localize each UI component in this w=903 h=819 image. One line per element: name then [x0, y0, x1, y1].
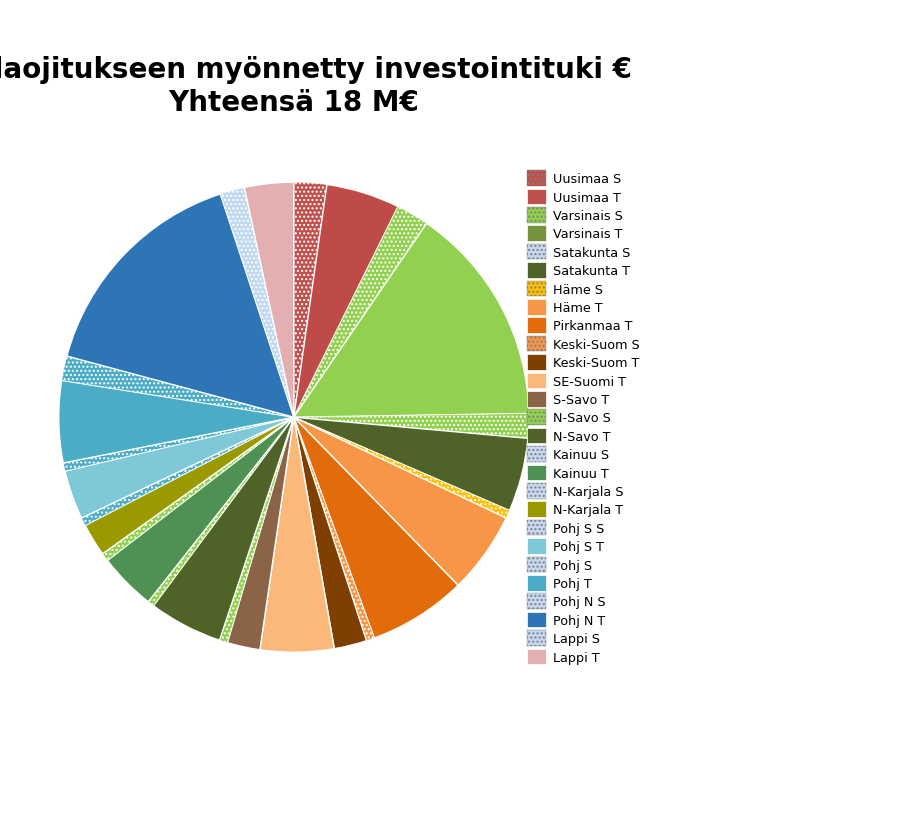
Wedge shape [293, 418, 458, 638]
Title: Salaojitukseen myönnetty investointituki €
Yhteensä 18 M€: Salaojitukseen myönnetty investointituki… [0, 56, 631, 116]
Wedge shape [259, 418, 334, 653]
Wedge shape [63, 418, 293, 472]
Wedge shape [228, 418, 293, 650]
Wedge shape [293, 224, 528, 418]
Wedge shape [293, 183, 327, 418]
Wedge shape [293, 414, 528, 439]
Wedge shape [102, 418, 293, 561]
Wedge shape [293, 418, 366, 649]
Wedge shape [85, 418, 293, 554]
Wedge shape [293, 418, 509, 518]
Wedge shape [61, 356, 293, 418]
Wedge shape [67, 195, 293, 418]
Wedge shape [293, 418, 527, 511]
Wedge shape [148, 418, 293, 606]
Wedge shape [220, 188, 293, 418]
Wedge shape [293, 207, 426, 418]
Wedge shape [107, 418, 293, 602]
Wedge shape [293, 418, 506, 586]
Legend: Uusimaa S, Uusimaa T, Varsinais S, Varsinais T, Satakunta S, Satakunta T, Häme S: Uusimaa S, Uusimaa T, Varsinais S, Varsi… [523, 167, 643, 668]
Wedge shape [65, 418, 293, 518]
Wedge shape [219, 418, 293, 643]
Wedge shape [293, 418, 374, 641]
Wedge shape [244, 183, 293, 418]
Wedge shape [293, 185, 397, 418]
Wedge shape [81, 418, 293, 526]
Wedge shape [154, 418, 293, 640]
Wedge shape [59, 381, 293, 464]
